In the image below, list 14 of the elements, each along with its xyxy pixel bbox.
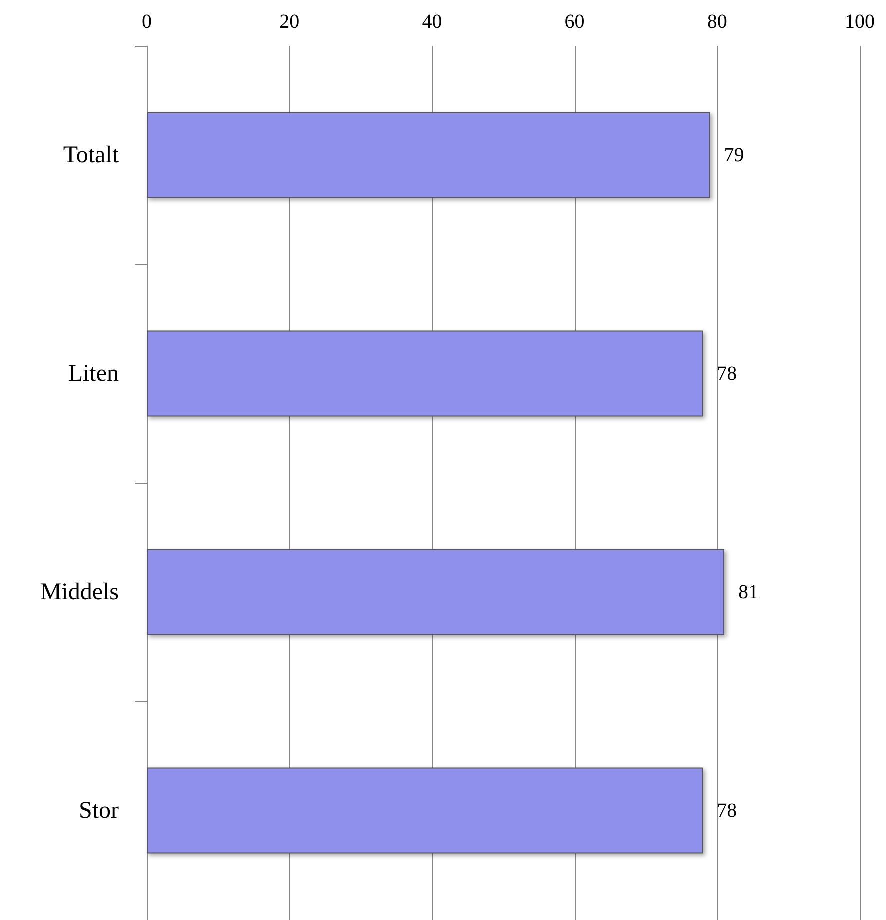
- x-tick-label: 60: [564, 11, 585, 33]
- y-tick-label: Middels: [40, 579, 119, 606]
- x-tick-label: 80: [707, 11, 728, 33]
- data-label: 81: [738, 581, 759, 604]
- y-tick-label: Liten: [68, 360, 119, 387]
- y-tick-label: Totalt: [63, 142, 120, 168]
- data-label: 78: [717, 362, 738, 385]
- x-tick-label: 100: [845, 11, 875, 33]
- x-tick-label: 20: [280, 11, 300, 33]
- x-tick-label: 40: [422, 11, 442, 33]
- x-tick-label: 0: [142, 11, 152, 33]
- data-label: 78: [717, 800, 738, 822]
- data-label: 79: [724, 144, 744, 166]
- y-tick-label: Stor: [78, 798, 119, 824]
